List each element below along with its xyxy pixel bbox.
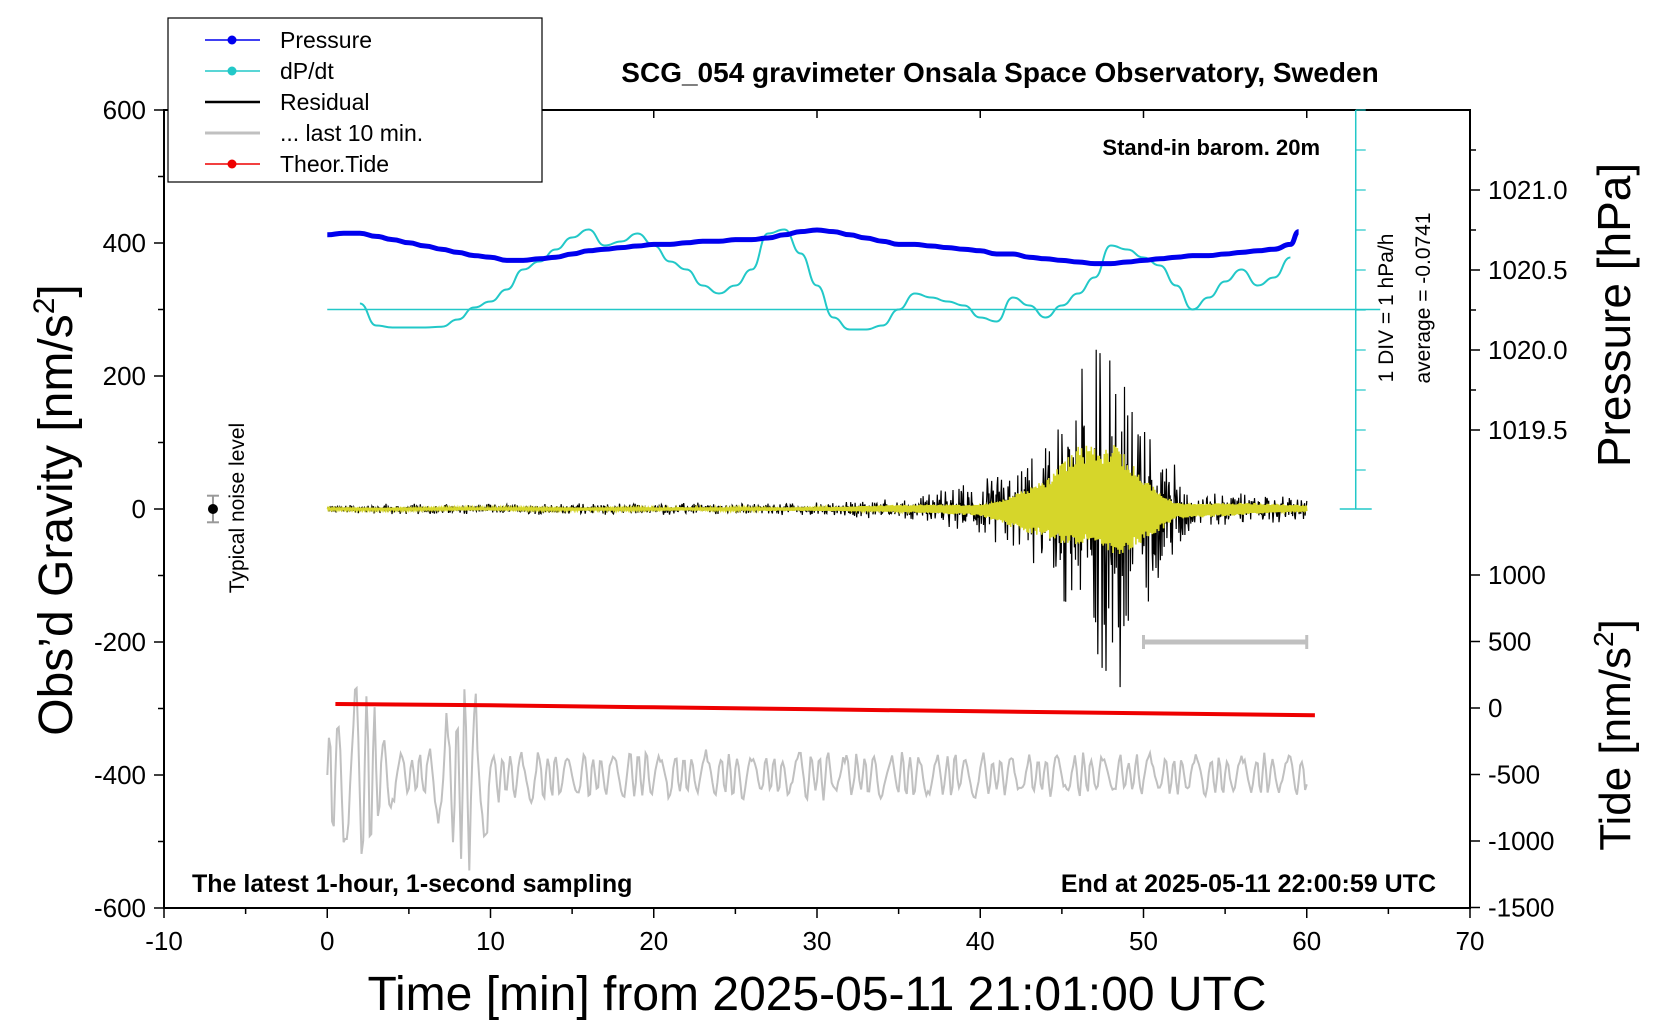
pressure-tick-label: 1019.5 (1488, 415, 1568, 445)
legend-label: Residual (280, 89, 370, 115)
legend: Pressure dP/dt Residual ... last 10 min. The… (167, 17, 543, 183)
x-tick-label: 60 (1292, 926, 1321, 956)
series-dpdt (359, 228, 1291, 331)
tide-axis-title: Tide [nm/s2] (1588, 619, 1640, 851)
series-theoretical-tide (335, 702, 1315, 718)
x-tick-label: 20 (639, 926, 668, 956)
series-layer (206, 109, 1381, 871)
y-tick-label: 0 (132, 494, 146, 524)
pressure-tick-label: 1020.5 (1488, 255, 1568, 285)
legend-marker (227, 35, 237, 45)
x-tick-label: 0 (320, 926, 334, 956)
legend-label: ... last 10 min. (280, 120, 423, 146)
chart-title: SCG_054 gravimeter Onsala Space Observat… (621, 57, 1378, 88)
y-tick-label: 600 (103, 95, 146, 125)
average-label: average = -0.0741 (1412, 212, 1435, 383)
dpdt-scale-bar (1339, 109, 1372, 510)
tide-axis-title-main: Tide [nm/s (1591, 647, 1640, 851)
pressure-tick-label: 1020.0 (1488, 335, 1568, 365)
noise-dot (207, 504, 218, 514)
tide-tick-label: 0 (1488, 693, 1502, 723)
y-axis-title-end: ] (30, 284, 83, 297)
x-axis-title: Time [min] from 2025-05-11 21:01:00 UTC (367, 968, 1266, 1020)
y-axis-tide: 1000 500 0 -500 -1000 -1500 (1470, 560, 1555, 923)
y-tick-label: 200 (103, 361, 146, 391)
series-pressure (327, 227, 1300, 267)
tide-axis-title-superscript: 2 (1588, 631, 1619, 647)
x-tick-label: 30 (803, 926, 832, 956)
series-last-10-min (326, 685, 1308, 871)
div-label: 1 DIV = 1 hPa/h (1375, 234, 1398, 383)
series-residual-filtered (326, 445, 1308, 555)
legend-label: Pressure (280, 27, 372, 53)
y-axis-title-main: Obs’d Gravity [nm/s (30, 314, 83, 735)
last-10-min-range-bar (1142, 635, 1309, 649)
footer-left-note: The latest 1-hour, 1-second sampling (192, 870, 632, 898)
legend-marker (227, 66, 237, 76)
x-tick-label: 10 (476, 926, 505, 956)
x-tick-label: 70 (1456, 926, 1485, 956)
y-axis-title-superscript: 2 (28, 298, 61, 315)
tide-tick-label: 500 (1488, 627, 1531, 657)
y-tick-label: -400 (94, 760, 146, 790)
tide-tick-label: -1000 (1488, 826, 1555, 856)
y-tick-label: -600 (94, 893, 146, 923)
tide-tick-label: 1000 (1488, 560, 1546, 590)
x-tick-label: 50 (1129, 926, 1158, 956)
y-axis-gravity: 600 400 200 0 -200 -400 -600 (94, 95, 164, 923)
y-tick-label: -200 (94, 627, 146, 657)
footer-right-note: End at 2025-05-11 22:00:59 UTC (1061, 870, 1436, 898)
x-axis: -10 0 10 20 30 40 50 60 70 (145, 110, 1484, 956)
noise-level-marker (206, 494, 219, 524)
y-axis-pressure: 1021.0 1020.5 1020.0 1019.5 (1470, 149, 1568, 445)
tide-tick-label: -1500 (1488, 893, 1555, 923)
tide-axis-title-end: ] (1591, 619, 1640, 631)
legend-marker (227, 159, 237, 169)
y-tick-label: 400 (103, 228, 146, 258)
station-note: Stand-in barom. 20m (1102, 135, 1320, 160)
pressure-axis-title: Pressure [hPa] (1588, 163, 1640, 467)
x-tick-label: -10 (145, 926, 183, 956)
y-axis-title: Obs’d Gravity [nm/s2] (28, 284, 83, 735)
x-tick-label: 40 (966, 926, 995, 956)
legend-label: dP/dt (280, 58, 334, 84)
pressure-tick-label: 1021.0 (1488, 175, 1568, 205)
legend-box (167, 17, 543, 183)
legend-label: Theor.Tide (280, 151, 389, 177)
noise-level-label: Typical noise level (226, 423, 249, 593)
tide-tick-label: -500 (1488, 760, 1540, 790)
